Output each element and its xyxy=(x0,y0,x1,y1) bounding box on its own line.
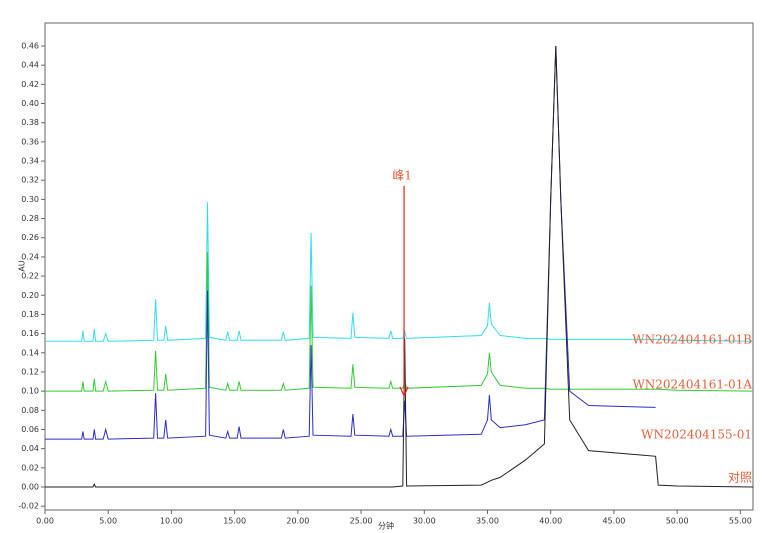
y-tick-label: 0.42 xyxy=(21,80,39,89)
x-tick-label: 5.00 xyxy=(99,517,117,526)
y-tick-label: 0.46 xyxy=(21,42,39,51)
y-tick-label: 0.14 xyxy=(21,348,39,357)
y-tick-label: 0.10 xyxy=(21,387,39,396)
x-axis-label: 分钟 xyxy=(378,521,394,531)
series-line xyxy=(45,45,754,488)
y-tick-label: 0.06 xyxy=(21,425,39,434)
y-tick-label: 0.02 xyxy=(21,463,39,472)
annotation-text: 峰1 xyxy=(392,168,412,182)
x-tick-label: 30.00 xyxy=(413,517,436,526)
x-tick-label: 35.00 xyxy=(476,517,499,526)
y-tick-label: 0.08 xyxy=(21,406,39,415)
x-tick-label: 10.00 xyxy=(160,517,183,526)
y-tick-label: 0.36 xyxy=(21,137,39,146)
y-tick-label: 0.28 xyxy=(21,214,39,223)
y-tick-label: 0.26 xyxy=(21,233,39,242)
annotation-arrowhead xyxy=(399,386,409,398)
y-tick-label: 0.38 xyxy=(21,118,39,127)
y-tick-label: 0.30 xyxy=(21,195,39,204)
series-label: 对照 xyxy=(728,471,752,485)
x-tick-label: 0.00 xyxy=(36,517,54,526)
y-tick-label: 0.34 xyxy=(21,157,39,166)
y-tick-label: 0.16 xyxy=(21,329,39,338)
y-tick-label: 0.32 xyxy=(21,176,39,185)
y-tick-label: -0.02 xyxy=(18,502,39,511)
x-tick-label: 50.00 xyxy=(666,517,689,526)
y-tick-label: 0.18 xyxy=(21,310,39,319)
y-tick-label: 0.12 xyxy=(21,367,39,376)
series-label: WN202404155-01 xyxy=(641,428,752,442)
y-tick-label: 0.44 xyxy=(21,61,39,70)
y-tick-label: 0.04 xyxy=(21,444,39,453)
x-tick-label: 45.00 xyxy=(602,517,625,526)
y-tick-label: 0.24 xyxy=(21,252,39,261)
series-line xyxy=(45,202,754,342)
y-axis-label: AU xyxy=(18,260,27,271)
x-tick-label: 55.00 xyxy=(729,517,752,526)
y-tick-label: 0.00 xyxy=(21,482,39,491)
x-tick-label: 20.00 xyxy=(286,517,309,526)
series-line xyxy=(45,252,754,392)
y-tick-label: 0.40 xyxy=(21,99,39,108)
series-line xyxy=(45,45,656,440)
plot-frame xyxy=(44,22,754,511)
x-tick-label: 40.00 xyxy=(539,517,562,526)
x-tick-label: 15.00 xyxy=(223,517,246,526)
y-tick-label: 0.22 xyxy=(21,272,39,281)
y-tick-label: 0.20 xyxy=(21,291,39,300)
x-tick-label: 25.00 xyxy=(350,517,373,526)
series-label: WN202404161-01B xyxy=(632,333,752,347)
series-label: WN202404161-01A xyxy=(632,378,752,392)
